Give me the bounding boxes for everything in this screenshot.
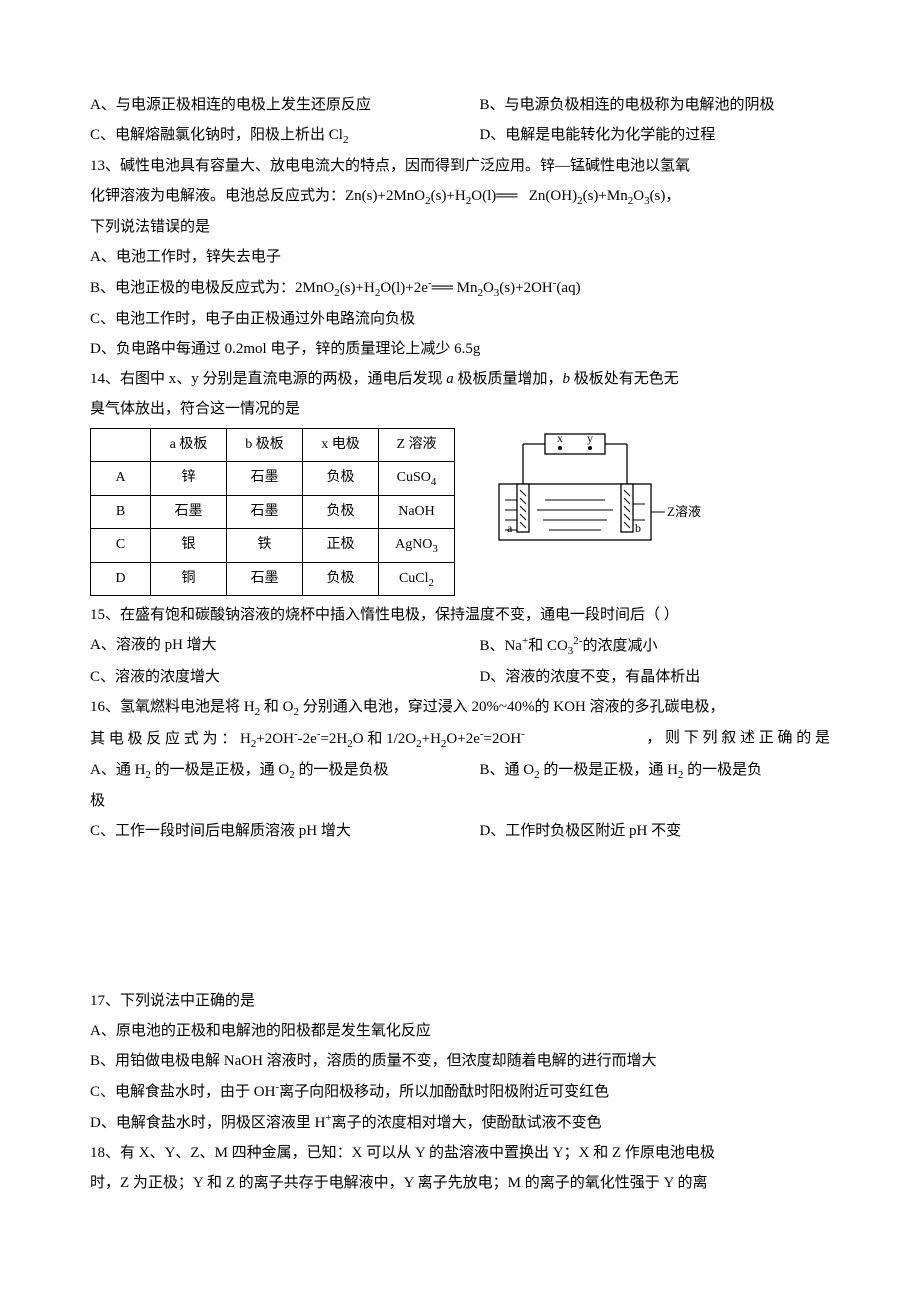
col-a: a 极板: [151, 429, 227, 462]
q17-opt-c: C、电解食盐水时，由于 OH-离子向阳极移动，所以加酚酞时阳极附近可变红色: [90, 1076, 830, 1107]
label-y: y: [587, 431, 593, 445]
cell-x: 正极: [303, 528, 379, 562]
q13-intro-2: 化钾溶液为电解液。电池总反应式为：Zn(s)+2MnO2(s)+H2O(l)══…: [90, 181, 830, 212]
cell-a: 锌: [151, 462, 227, 496]
col-z: Z 溶液: [379, 429, 455, 462]
q14-content-row: a 极板 b 极板 x 电极 Z 溶液 A锌石墨负极CuSO4B石墨石墨负极Na…: [90, 424, 830, 600]
table-row: D铜石墨负极CuCl2: [91, 562, 455, 596]
terminal-x-dot: [558, 446, 562, 450]
label-b: b: [635, 521, 641, 535]
table-header-row: a 极板 b 极板 x 电极 Z 溶液: [91, 429, 455, 462]
cell-label: B: [91, 495, 151, 528]
cell-b: 铁: [227, 528, 303, 562]
q12-options-cd: C、电解熔融氯化钠时，阳极上析出 Cl2 D、电解是电能转化为化学能的过程: [90, 120, 830, 151]
q14-intro-1: 14、右图中 x、y 分别是直流电源的两极，通电后发现 a 极板质量增加，b 极…: [90, 364, 830, 394]
cell-a: 银: [151, 528, 227, 562]
label-z: Z溶液: [667, 504, 701, 519]
q13-intro-1: 13、碱性电池具有容量大、放电电流大的特点，因而得到广泛应用。锌—锰碱性电池以氢…: [90, 151, 830, 181]
cell-label: D: [91, 562, 151, 596]
cell-x: 负极: [303, 495, 379, 528]
q18-line1: 18、有 X、Y、Z、M 四种金属，已知：X 可以从 Y 的盐溶液中置换出 Y；…: [90, 1138, 830, 1168]
q16-opt-b: B、通 O2 的一极是正极，通 H2 的一极是负: [479, 755, 830, 786]
cell-b: 石墨: [227, 462, 303, 496]
q13-intro-3: 下列说法错误的是: [90, 212, 830, 242]
cell-x: 负极: [303, 462, 379, 496]
power-box: [545, 434, 605, 454]
q18-line2: 时，Z 为正极；Y 和 Z 的离子共存于电解液中，Y 离子先放电；M 的离子的氧…: [90, 1168, 830, 1198]
q13-opt-b: B、电池正极的电极反应式为：2MnO2(s)+H2O(l)+2e-══ Mn2O…: [90, 272, 830, 304]
q15-cd: C、溶液的浓度增大 D、溶液的浓度不变，有晶体析出: [90, 662, 830, 692]
q16-opt-b-line2: 极: [90, 786, 830, 816]
table-row: B石墨石墨负极NaOH: [91, 495, 455, 528]
q12-opt-c: C、电解熔融氯化钠时，阳极上析出 Cl2: [90, 120, 479, 151]
q12-options-ab: A、与电源正极相连的电极上发生还原反应 B、与电源负极相连的电极称为电解池的阴极: [90, 90, 830, 120]
q15-intro: 15、在盛有饱和碳酸钠溶液的烧杯中插入惰性电极，保持温度不变，通电一段时间后（ …: [90, 600, 830, 630]
q17-opt-a: A、原电池的正极和电解池的阳极都是发生氧化反应: [90, 1016, 830, 1046]
col-x: x 电极: [303, 429, 379, 462]
q15-opt-c: C、溶液的浓度增大: [90, 662, 479, 692]
label-x: x: [557, 431, 563, 445]
table-row: C银铁正极AgNO3: [91, 528, 455, 562]
cell-z: CuSO4: [379, 462, 455, 496]
terminal-y-dot: [588, 446, 592, 450]
cell-label: C: [91, 528, 151, 562]
table-row: A锌石墨负极CuSO4: [91, 462, 455, 496]
cell-a: 石墨: [151, 495, 227, 528]
q16-cd: C、工作一段时间后电解质溶液 pH 增大 D、工作时负极区附近 pH 不变: [90, 816, 830, 846]
cell-z: NaOH: [379, 495, 455, 528]
q14-table: a 极板 b 极板 x 电极 Z 溶液 A锌石墨负极CuSO4B石墨石墨负极Na…: [90, 428, 455, 596]
col-blank: [91, 429, 151, 462]
q14-intro-2: 臭气体放出，符合这一情况的是: [90, 394, 830, 424]
cell-b: 石墨: [227, 562, 303, 596]
q15-opt-d: D、溶液的浓度不变，有晶体析出: [479, 662, 830, 692]
q17-opt-d: D、电解食盐水时，阴极区溶液里 H+离子的浓度相对增大，使酚酞试液不变色: [90, 1107, 830, 1138]
q16-intro-1: 16、氢氧燃料电池是将 H2 和 O2 分别通入电池，穿过浸入 20%~40%的…: [90, 692, 830, 723]
q12-opt-b: B、与电源负极相连的电极称为电解池的阴极: [479, 90, 830, 120]
cell-label: A: [91, 462, 151, 496]
col-b: b 极板: [227, 429, 303, 462]
cell-x: 负极: [303, 562, 379, 596]
q13-opt-c: C、电池工作时，电子由正极通过外电路流向负极: [90, 304, 830, 334]
cell-z: AgNO3: [379, 528, 455, 562]
cell-b: 石墨: [227, 495, 303, 528]
electrolysis-diagram: x y a b Z溶液: [485, 428, 705, 558]
q15-ab: A、溶液的 pH 增大 B、Na+和 CO32-的浓度减小: [90, 630, 830, 662]
cell-a: 铜: [151, 562, 227, 596]
q16-opt-a: A、通 H2 的一极是正极，通 O2 的一极是负极: [90, 755, 479, 786]
q12-opt-a: A、与电源正极相连的电极上发生还原反应: [90, 90, 479, 120]
q17-opt-b: B、用铂做电极电解 NaOH 溶液时，溶质的质量不变，但浓度却随着电解的进行而增…: [90, 1046, 830, 1076]
q15-opt-a: A、溶液的 pH 增大: [90, 630, 479, 662]
cell-z: CuCl2: [379, 562, 455, 596]
label-a: a: [507, 521, 513, 535]
q16-opt-d: D、工作时负极区附近 pH 不变: [479, 816, 830, 846]
blank-space: [90, 846, 830, 986]
q13-opt-d: D、负电路中每通过 0.2mol 电子，锌的质量理论上减少 6.5g: [90, 334, 830, 364]
q13-opt-a: A、电池工作时，锌失去电子: [90, 242, 830, 272]
q16-ab: A、通 H2 的一极是正极，通 O2 的一极是负极 B、通 O2 的一极是正极，…: [90, 755, 830, 786]
q16-opt-c: C、工作一段时间后电解质溶液 pH 增大: [90, 816, 479, 846]
q16-intro-2: 其 电 极 反 应 式 为 ： H2+2OH--2e-=2H2O 和 1/2O2…: [90, 723, 830, 755]
q17-intro: 17、下列说法中正确的是: [90, 986, 830, 1016]
q15-opt-b: B、Na+和 CO32-的浓度减小: [479, 630, 830, 662]
q12-opt-d: D、电解是电能转化为化学能的过程: [479, 120, 830, 151]
